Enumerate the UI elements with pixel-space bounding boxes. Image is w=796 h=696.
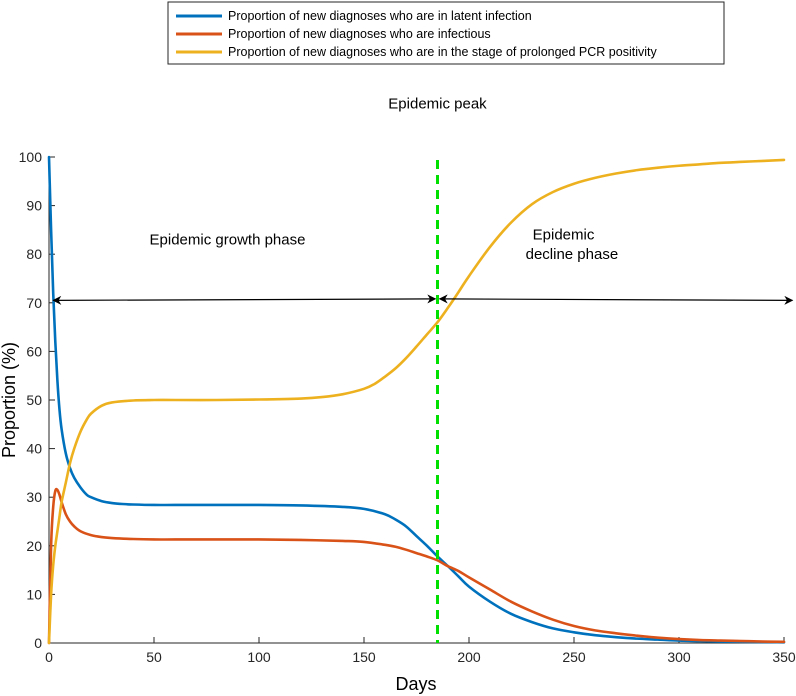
legend-label-latent: Proportion of new diagnoses who are in l…: [228, 9, 532, 23]
legend-label-infectious: Proportion of new diagnoses who are infe…: [228, 27, 491, 41]
y-tick-label: 10: [26, 586, 42, 602]
x-tick-label: 100: [247, 649, 271, 665]
y-tick-label: 20: [26, 538, 42, 554]
x-tick-label: 350: [772, 649, 796, 665]
decline-arrow: [438, 294, 794, 305]
series-layer: [47, 155, 786, 645]
y-tick-label: 90: [26, 198, 42, 214]
legend-entry: Proportion of new diagnoses who are infe…: [176, 27, 491, 41]
y-axis-title: Proportion (%): [0, 342, 19, 458]
annotation-layer: Epidemic peak Epidemic growth phase Epidem…: [150, 95, 619, 263]
x-tick-label: 250: [562, 649, 586, 665]
peak-label: Epidemic peak: [388, 95, 487, 112]
x-tick-label: 200: [457, 649, 481, 665]
x-tick-label: 0: [45, 649, 53, 665]
y-tick-label: 0: [34, 635, 42, 651]
x-axis-title: Days: [395, 674, 436, 694]
series-line-infectious: [47, 487, 786, 645]
legend-entry: Proportion of new diagnoses who are in t…: [176, 45, 657, 59]
x-tick-label: 300: [667, 649, 691, 665]
y-tick-label: 70: [26, 295, 42, 311]
legend-box: [167, 1, 725, 65]
y-tick-label: 80: [26, 246, 42, 262]
legend-label-pcr: Proportion of new diagnoses who are in t…: [228, 45, 657, 59]
x-ticks: 0 50 100 150 200 250 300 350: [45, 637, 796, 665]
legend-entry: Proportion of new diagnoses who are in l…: [176, 9, 532, 23]
y-tick-label: 30: [26, 489, 42, 505]
x-tick-label: 150: [352, 649, 376, 665]
y-tick-label: 50: [26, 392, 42, 408]
decline-label-line1: Epidemic: [533, 227, 595, 244]
overlay-layer: [52, 160, 794, 643]
growth-label: Epidemic growth phase: [150, 231, 306, 248]
y-ticks: 0 10 20 30 40 50 60 70 80 90 100: [19, 149, 55, 651]
series-line-pcr: [47, 158, 786, 645]
x-tick-label: 50: [146, 649, 162, 665]
decline-label-line2: decline phase: [526, 246, 619, 263]
growth-arrow: [52, 294, 437, 305]
y-tick-label: 60: [26, 343, 42, 359]
legend: Proportion of new diagnoses who are in l…: [167, 1, 725, 65]
y-tick-label: 100: [19, 149, 43, 165]
y-tick-label: 40: [26, 441, 42, 457]
